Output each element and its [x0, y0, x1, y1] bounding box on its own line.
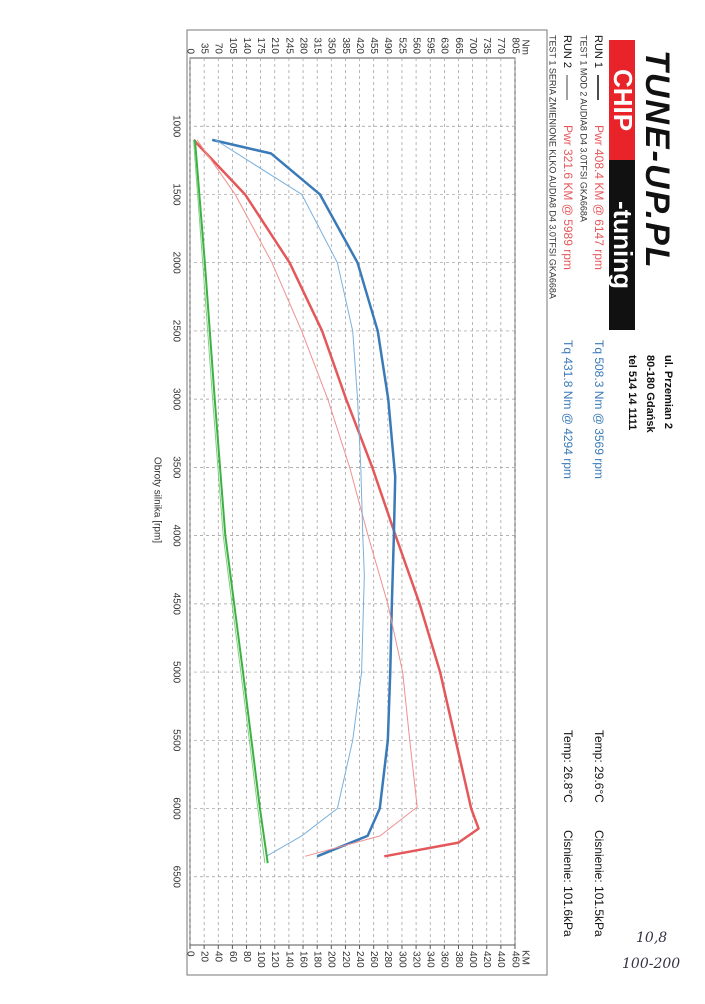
rotated-sheet: TUNE-UP.PL CHIP -tuning ul. Przemian 2 8…: [151, 29, 676, 976]
y2-tick-label: 630: [439, 37, 450, 54]
handwritten-note: 100-200: [622, 956, 680, 972]
y-tick-label: 0: [184, 951, 195, 957]
curve: [193, 139, 269, 864]
address-line: ul. Przemian 2: [662, 355, 674, 429]
x-tick-label: 6000: [170, 797, 181, 820]
address-line: tel 514 14 1111: [626, 355, 638, 430]
outer-frame: [186, 29, 548, 976]
y-tick-label: 340: [425, 951, 436, 968]
x-tick-label: 5500: [170, 729, 181, 752]
y-tick-label: 60: [227, 951, 238, 963]
run-test: TEST 1 SERIA ZMIENIONE KLKO AUDIA8 D4 3.…: [548, 35, 558, 299]
curve: [192, 139, 480, 858]
y-tick-label: 300: [396, 951, 407, 968]
y2-tick-label: 595: [425, 37, 436, 54]
y2-tick-label: 700: [467, 37, 478, 54]
logo-brand: TUNE-UP.PL: [638, 50, 676, 270]
curve: [211, 138, 397, 858]
y-tick-label: 40: [213, 951, 224, 963]
curve: [215, 139, 365, 857]
run-power: Pwr 408.4 KM @ 6147 rpm: [592, 125, 606, 270]
y2-tick-label: 525: [396, 37, 407, 54]
plot-frame: [189, 57, 516, 946]
y-tick-label: 180: [312, 951, 323, 968]
y-tick-label: 400: [467, 951, 478, 968]
y-tick-label: 260: [368, 951, 379, 968]
x-tick-label: 6500: [170, 866, 181, 889]
y-tick-label: 120: [269, 951, 280, 968]
y-tick-label: 160: [297, 951, 308, 968]
y2-tick-label: 210: [269, 37, 280, 54]
y-tick-label: 200: [326, 951, 337, 968]
y-tick-label: 320: [410, 951, 421, 968]
x-tick-label: 4000: [170, 524, 181, 547]
run-label: RUN 2: [561, 35, 573, 68]
run-temp: Temp: 26.8°C: [561, 730, 575, 803]
y2-axis-label: Nm: [519, 39, 530, 55]
logo-tuning-box: [609, 160, 635, 330]
handwritten-note: 10,8: [636, 930, 667, 946]
y-tick-label: 420: [481, 951, 492, 968]
curve: [193, 139, 266, 864]
y-tick-label: 220: [340, 951, 351, 968]
y2-tick-label: 420: [354, 37, 365, 54]
run-test: TEST 1 MOD 2 AUDIA8 D4 3.0TFSI GKA668A: [579, 35, 589, 222]
y2-tick-label: 245: [283, 37, 294, 54]
y2-tick-label: 105: [227, 37, 238, 54]
logo-tuning: -tuning: [608, 201, 638, 289]
run-torque: Tq 431.8 Nm @ 4294 rpm: [561, 340, 575, 479]
y-tick-label: 460: [509, 951, 520, 968]
y2-tick-label: 385: [340, 37, 351, 54]
y-tick-label: 360: [439, 951, 450, 968]
x-tick-label: 5000: [170, 661, 181, 684]
logo-chip: CHIP: [608, 69, 638, 131]
x-tick-label: 3500: [170, 456, 181, 479]
y2-tick-label: 490: [382, 37, 393, 54]
x-tick-label: 1500: [170, 183, 181, 206]
logo-chip-box: [609, 40, 635, 160]
y2-tick-label: 315: [312, 37, 323, 54]
y2-tick-label: 770: [495, 37, 506, 54]
y-tick-label: 440: [495, 951, 506, 968]
y2-tick-label: 0: [184, 48, 195, 54]
y2-tick-label: 665: [453, 37, 464, 54]
y2-tick-label: 140: [241, 37, 252, 54]
x-tick-label: 1000: [170, 115, 181, 138]
x-tick-label: 2500: [170, 320, 181, 343]
curve: [196, 139, 418, 857]
y-tick-label: 80: [241, 951, 252, 963]
y-axis-label: KM: [519, 950, 530, 965]
x-axis-label: Obroty silnika [rpm]: [151, 457, 162, 543]
y2-tick-label: 805: [509, 37, 520, 54]
y-tick-label: 100: [255, 951, 266, 968]
y2-tick-label: 70: [213, 43, 224, 55]
y2-tick-label: 175: [255, 37, 266, 54]
y2-tick-label: 350: [326, 37, 337, 54]
run-pressure: Cisnienie: 101.5kPa: [592, 830, 606, 937]
y2-tick-label: 455: [368, 37, 379, 54]
run-torque: Tq 508.3 Nm @ 3569 rpm: [592, 340, 606, 479]
address-line: 80-180 Gdańsk: [644, 355, 656, 434]
x-tick-label: 3000: [170, 388, 181, 411]
y-tick-label: 380: [453, 951, 464, 968]
x-tick-label: 2000: [170, 252, 181, 275]
x-tick-label: 4500: [170, 593, 181, 616]
y-tick-label: 20: [198, 951, 209, 963]
run-label: RUN 1: [592, 35, 604, 68]
y2-tick-label: 35: [198, 43, 209, 55]
y-tick-label: 240: [354, 951, 365, 968]
y-tick-label: 280: [382, 951, 393, 968]
run-power: Pwr 321.6 KM @ 5989 rpm: [561, 125, 575, 270]
run-pressure: Cisnienie: 101.6kPa: [561, 830, 575, 937]
y2-tick-label: 735: [481, 37, 492, 54]
y2-tick-label: 560: [410, 37, 421, 54]
y2-tick-label: 280: [297, 37, 308, 54]
run-temp: Temp: 29.6°C: [592, 730, 606, 803]
y-tick-label: 140: [283, 951, 294, 968]
